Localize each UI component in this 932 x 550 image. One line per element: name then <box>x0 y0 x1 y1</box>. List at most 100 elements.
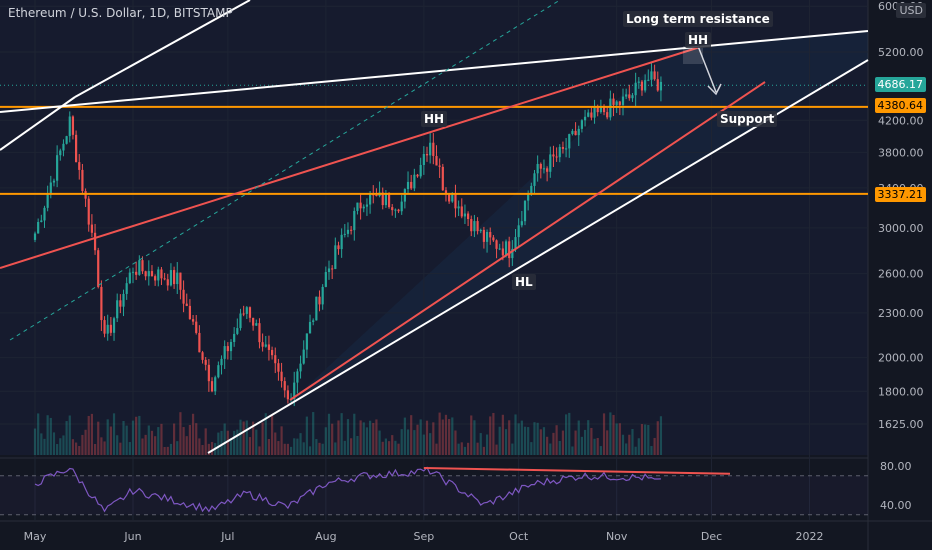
volume-bar <box>334 442 337 455</box>
candle-body <box>157 269 160 281</box>
candle-body <box>207 364 210 382</box>
currency-label[interactable]: USD <box>896 3 926 18</box>
volume-bar <box>504 429 508 455</box>
volume-bar <box>138 415 141 455</box>
candle-body <box>511 248 514 259</box>
candle-body <box>536 163 539 174</box>
candle-body <box>381 192 384 206</box>
volume-bar <box>71 439 75 455</box>
candle-body <box>571 130 574 135</box>
rsi-line <box>34 466 661 513</box>
candle-body <box>78 162 81 170</box>
rsi-divergence-line <box>423 466 731 475</box>
volume-bar <box>315 439 318 455</box>
volume-bar <box>517 423 520 455</box>
candle-body <box>308 321 312 334</box>
volume-bar <box>520 420 523 455</box>
volume-bar <box>561 430 565 455</box>
candle-body <box>286 390 290 400</box>
volume-bar <box>255 429 258 455</box>
candle-body <box>296 371 299 383</box>
candle-body <box>210 381 214 392</box>
candle-body <box>135 271 138 275</box>
volume-bar <box>473 420 476 455</box>
candle-body <box>214 377 217 392</box>
volume-bar <box>441 419 444 455</box>
candle-body <box>109 324 112 333</box>
candle-body <box>87 198 90 225</box>
candle-body <box>552 154 555 157</box>
volume-bar <box>432 422 435 455</box>
volume-bar <box>555 425 558 455</box>
candle-body <box>138 260 141 275</box>
volume-bar <box>400 429 403 455</box>
volume-bar <box>479 433 482 455</box>
volume-bar <box>305 416 308 455</box>
volume-bar <box>267 438 271 455</box>
volume-bar <box>74 442 78 455</box>
volume-bar <box>634 446 637 455</box>
last-price-tag: 4686.17 <box>874 77 926 92</box>
x-tick-label: Sep <box>413 530 434 543</box>
volume-bar <box>340 413 343 455</box>
hh-mid-label: HH <box>421 111 448 127</box>
volume-bar <box>533 422 536 455</box>
candle-body <box>233 333 236 342</box>
candle-body <box>33 233 37 240</box>
volume-bar <box>650 446 653 455</box>
volume-bar <box>248 437 252 455</box>
volume-bar <box>375 419 378 455</box>
candle-body <box>394 209 397 211</box>
volume-bar <box>172 423 176 455</box>
volume-bar <box>498 426 501 455</box>
candle-body <box>112 318 116 333</box>
candle-body <box>46 193 49 208</box>
hh-highlight <box>683 46 703 64</box>
volume-bar <box>112 413 116 455</box>
volume-bar <box>62 435 65 455</box>
candle-body <box>523 200 527 222</box>
volume-bar <box>147 425 150 455</box>
candle-body <box>520 221 523 226</box>
volume-bar <box>166 446 169 455</box>
volume-bar <box>49 417 52 455</box>
volume-bar <box>293 438 296 455</box>
candle-body <box>293 382 296 400</box>
volume-bar <box>128 442 131 455</box>
volume-bar <box>131 420 135 455</box>
candle-body <box>350 229 353 231</box>
volume-bar <box>188 424 192 455</box>
candle-body <box>653 71 656 80</box>
candle-body <box>172 270 176 285</box>
candle-body <box>283 381 286 391</box>
candle-body <box>444 190 448 194</box>
candle-body <box>169 270 173 286</box>
volume-bar <box>343 440 346 455</box>
volume-bar <box>406 429 410 455</box>
volume-bar <box>495 444 498 455</box>
volume-bar <box>514 414 517 455</box>
candle-body <box>147 271 150 277</box>
candle-body <box>299 363 302 372</box>
volume-bar <box>593 438 596 455</box>
candle-body <box>128 272 131 284</box>
x-tick-label: Aug <box>315 530 336 543</box>
y-tick-label: 3000.00 <box>878 222 924 235</box>
volume-bar <box>359 420 362 455</box>
candle-body <box>188 305 192 320</box>
volume-bar <box>362 422 365 455</box>
candle-body <box>204 359 207 365</box>
candle-body <box>179 272 182 290</box>
volume-bar <box>103 441 106 455</box>
volume-bar <box>489 416 492 455</box>
volume-bar <box>530 442 533 455</box>
candle-body <box>466 213 470 220</box>
candle-body <box>587 112 590 117</box>
candle-body <box>43 207 46 221</box>
volume-bar <box>144 434 147 455</box>
candle-body <box>144 271 147 277</box>
candle-body <box>93 232 97 251</box>
candle-body <box>384 194 388 206</box>
candle-body <box>606 112 609 118</box>
